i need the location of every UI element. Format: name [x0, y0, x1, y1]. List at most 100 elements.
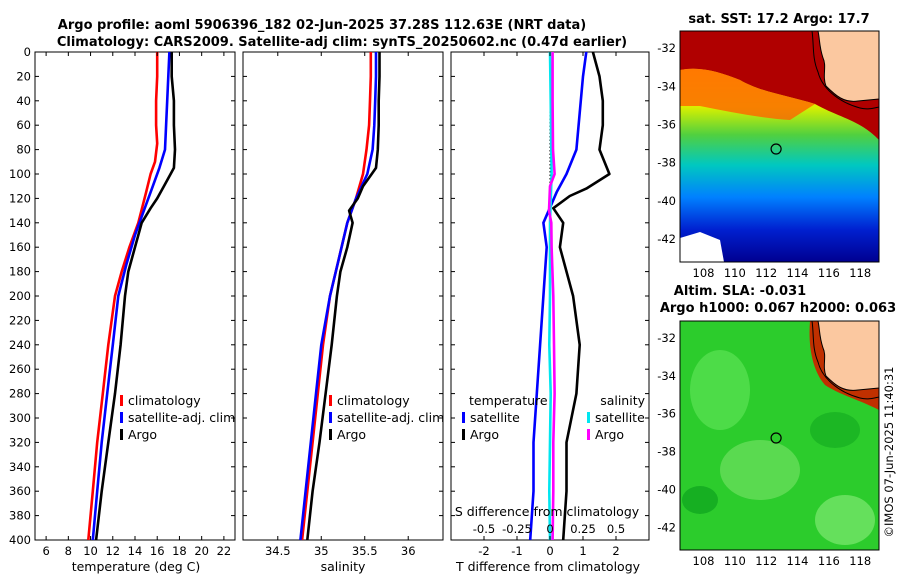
- y-tick-label: 400: [9, 533, 31, 547]
- legend-label: Argo: [470, 427, 499, 442]
- y-tick-label: 60: [16, 118, 31, 132]
- difference-x2label: S difference from climatology: [455, 504, 640, 519]
- legend-swatch-temp-argo: [462, 429, 465, 440]
- legend-swatch-argo: [120, 429, 123, 440]
- salinity-legend: climatology satellite-adj. clim Argo: [329, 393, 444, 442]
- difference-xlabel: T difference from climatology: [455, 559, 641, 574]
- y-tick-label: 320: [9, 435, 31, 449]
- map-x-tick-label: 116: [818, 266, 840, 280]
- y-tick-label: 360: [9, 484, 31, 498]
- map-y-tick-label: -36: [657, 407, 676, 421]
- x-tick-label: -2: [478, 544, 489, 558]
- series-line-satellite-adj-clim: [299, 52, 378, 541]
- x-tick-label: 2: [612, 544, 619, 558]
- legend-swatch-sal-satellite: [587, 412, 590, 423]
- x-tick-label: 16: [150, 544, 165, 558]
- sla-map-frame: [679, 320, 880, 551]
- sst-missing-data: [680, 232, 724, 262]
- y-tick-label: 340: [9, 460, 31, 474]
- axis-ticks-group: 6 8 10 12 14 16 18 20 22020406080100120140160180…: [9, 41, 871, 568]
- title-line-2: Climatology: CARS2009. Satellite-adj cli…: [57, 35, 627, 50]
- legend-swatch-climatology: [329, 395, 332, 406]
- y-tick-label: 240: [9, 338, 31, 352]
- legend-title-salinity: salinity: [600, 393, 645, 408]
- y-tick-label: 20: [16, 69, 31, 83]
- sla-patch: [815, 495, 875, 545]
- y-tick-label: 180: [9, 265, 31, 279]
- x-tick-label: 36: [401, 544, 416, 558]
- map-x-tick-label: 114: [787, 554, 809, 568]
- legend-swatch-satellite: [329, 412, 332, 423]
- map-y-tick-label: -42: [657, 232, 676, 246]
- map-y-tick-label: -40: [657, 482, 676, 496]
- series-line-argo: [94, 52, 177, 541]
- sla-patch: [682, 486, 718, 514]
- temperature-series-group: [87, 51, 177, 541]
- temperature-xlabel: temperature (deg C): [72, 559, 201, 574]
- legend-label: Argo: [128, 427, 157, 442]
- legend-swatch-argo: [329, 429, 332, 440]
- y-tick-label: 300: [9, 411, 31, 425]
- legend-label: climatology: [128, 393, 201, 408]
- series-line-satellite-adj-clim: [91, 51, 171, 541]
- x-tick-label: 1: [579, 544, 586, 558]
- map-x-tick-label: 112: [755, 266, 777, 280]
- map-y-tick-label: -34: [657, 79, 676, 93]
- series-line-temperature-satellite: [528, 51, 588, 541]
- sla-patch: [720, 440, 800, 500]
- y-tick-label: 200: [9, 289, 31, 303]
- map-x-tick-label: 110: [724, 554, 746, 568]
- x-tick-label: -1: [511, 544, 522, 558]
- temperature-axes: [34, 51, 236, 541]
- legend-label: Argo: [337, 427, 366, 442]
- y-tick-label: 80: [16, 143, 31, 157]
- legend-swatch-climatology: [120, 395, 123, 406]
- x-tick-label: 18: [172, 544, 187, 558]
- series-line-temperature-argo: [552, 51, 611, 541]
- x-tick-label: 8: [65, 544, 72, 558]
- sla-argo-marker: [770, 432, 782, 444]
- temperature-legend: climatology satellite-adj. clim Argo: [120, 393, 235, 442]
- sst-map-title: sat. SST: 17.2 Argo: 17.7: [688, 12, 869, 27]
- difference-series-group: [528, 51, 611, 541]
- map-x-tick-label: 114: [787, 266, 809, 280]
- salinity-series-group: [299, 52, 381, 541]
- x-tick-label: 0: [546, 544, 553, 558]
- map-x-tick-label: 118: [849, 554, 871, 568]
- legend-swatch-temp-satellite: [462, 412, 465, 423]
- sla-bathymetry-contour: [811, 321, 879, 400]
- legend-label: satellite: [470, 410, 520, 425]
- sla-map-subtitle: Argo h1000: 0.067 h2000: 0.063: [660, 301, 896, 316]
- x-tick-label: 34.5: [265, 544, 291, 558]
- salinity-xlabel: salinity: [321, 559, 366, 574]
- map-x-tick-label: 108: [693, 266, 715, 280]
- x2-tick-label: -0.25: [502, 522, 532, 536]
- map-y-tick-label: -32: [657, 41, 676, 55]
- x2-tick-label: 0: [546, 522, 553, 536]
- x-tick-label: 22: [217, 544, 232, 558]
- sst-argo-marker: [770, 143, 782, 155]
- y-tick-label: 40: [16, 94, 31, 108]
- series-line-salinity-argo: [547, 52, 556, 541]
- x-tick-label: 12: [105, 544, 120, 558]
- x-tick-label: 35.5: [352, 544, 378, 558]
- map-y-tick-label: -40: [657, 194, 676, 208]
- x-tick-label: 20: [194, 544, 209, 558]
- y-tick-label: 280: [9, 387, 31, 401]
- legend-swatch-satellite: [120, 412, 123, 423]
- x-tick-label: 6: [42, 544, 49, 558]
- map-y-tick-label: -36: [657, 118, 676, 132]
- series-line-salinity-satellite: [548, 51, 553, 541]
- sla-patch: [810, 412, 860, 448]
- series-line-argo: [306, 52, 381, 541]
- sla-map-title: Altim. SLA: -0.031: [674, 284, 806, 299]
- sst-map-frame: [679, 30, 880, 263]
- x2-tick-label: 0.5: [607, 522, 625, 536]
- y-tick-label: 380: [9, 509, 31, 523]
- map-y-tick-label: -42: [657, 520, 676, 534]
- difference-legend: temperature satellite Argo salinity sate…: [462, 393, 646, 442]
- legend-label: climatology: [337, 393, 410, 408]
- y-tick-label: 120: [9, 191, 31, 205]
- legend-title-temperature: temperature: [469, 393, 548, 408]
- map-x-tick-label: 112: [755, 554, 777, 568]
